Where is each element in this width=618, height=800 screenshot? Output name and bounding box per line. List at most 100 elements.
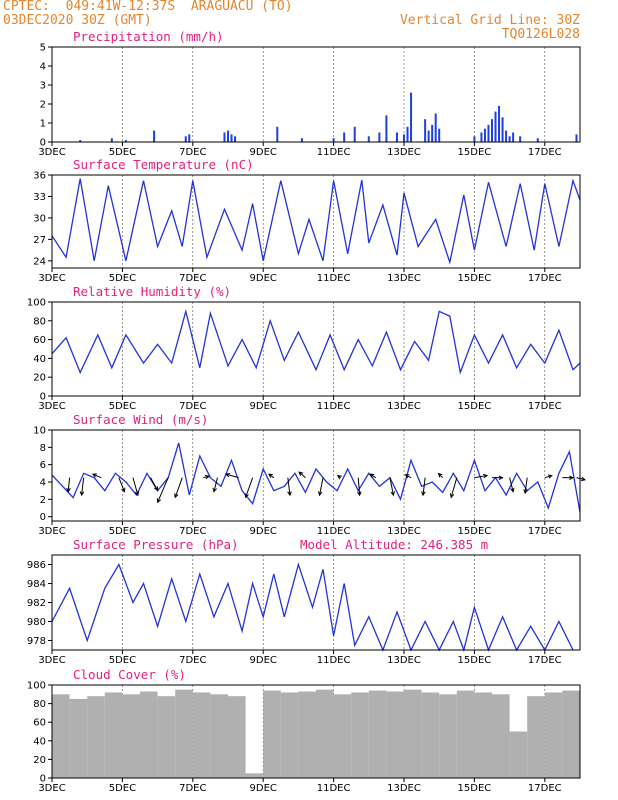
x-tick-label: 13DEC — [387, 401, 421, 412]
x-tick-label: 17DEC — [528, 147, 562, 158]
x-tick-label: 15DEC — [458, 273, 492, 284]
header-date: 03DEC2020 30Z (GMT) — [3, 13, 152, 28]
cloud-cover-bar — [439, 694, 457, 778]
wind-vector-head — [336, 474, 342, 480]
panel-frame — [51, 46, 581, 143]
x-tick-label: 17DEC — [528, 783, 562, 794]
wind-vector — [81, 477, 85, 496]
precipitation-bar — [230, 134, 233, 142]
x-tick-label: 5DEC — [109, 273, 136, 284]
precipitation-bar — [403, 134, 405, 142]
panel-precipitation: 0 1 2 3 4 5 3DEC 5DEC 7DEC 9DEC 11DEC 13DEC 15DEC 17D… — [38, 29, 581, 158]
y-tick-label: 2 — [40, 100, 46, 111]
header-station: CPTEC: 049:41W-12:37S ARAGUACU (TO) — [3, 0, 293, 14]
precipitation-bar — [491, 119, 493, 142]
y-tick-label: 0 — [40, 138, 46, 149]
x-tick-label: 13DEC — [387, 526, 421, 537]
precipitation-bar — [188, 134, 191, 142]
x-tick-label: 3DEC — [38, 273, 65, 284]
y-tick-label: 20 — [33, 373, 46, 384]
precipitation-bar — [483, 128, 486, 142]
x-tick-label: 11DEC — [317, 655, 351, 666]
y-tick-label: 5 — [40, 43, 46, 54]
x-tick-label: 9DEC — [250, 783, 277, 794]
wind-vector — [474, 475, 488, 479]
wind-vector — [524, 477, 528, 494]
wind-vector-head — [244, 493, 249, 499]
precipitation-bar — [385, 115, 388, 142]
precipitation-bar — [424, 119, 427, 142]
wind-vector-head — [174, 493, 179, 499]
wind-vector — [422, 477, 426, 496]
wind-vector-head — [569, 475, 575, 480]
cloud-cover-bar — [333, 694, 352, 778]
precipitation-bar — [575, 134, 578, 142]
x-tick-label: 7DEC — [179, 147, 206, 158]
precipitation-title: Precipitation (mm/h) — [73, 29, 224, 44]
y-tick-label: 0 — [40, 512, 46, 523]
wind-vector-head — [483, 473, 489, 479]
wind-vector-head — [498, 475, 504, 480]
cloud-cover-bar — [175, 689, 193, 778]
x-tick-label: 9DEC — [250, 147, 277, 158]
y-tick-label: 60 — [33, 718, 46, 729]
x-tick-label: 17DEC — [528, 526, 562, 537]
panel-cloud-cover: 0 20 40 60 80 100 3DEC 5DEC 7DEC 9DEC 11DEC 13DEC 15… — [27, 667, 581, 794]
wind-vector-head — [134, 491, 140, 497]
wind-vector — [150, 477, 158, 491]
x-tick-label: 15DEC — [458, 526, 492, 537]
cloud-cover-bar — [140, 691, 158, 778]
y-tick-label: 40 — [33, 736, 46, 747]
x-tick-label: 5DEC — [109, 655, 136, 666]
y-tick-label: 984 — [27, 579, 46, 590]
wind-vector-head — [287, 491, 292, 497]
cloud-cover-bar — [245, 773, 264, 778]
cloud-cover-bar — [421, 692, 440, 778]
wind-vector — [450, 477, 458, 498]
precipitation-bar — [332, 138, 335, 142]
wind-vector-head — [421, 491, 426, 497]
y-tick-label: 20 — [33, 755, 46, 766]
y-tick-label: 980 — [27, 617, 46, 628]
precipitation-bar — [300, 138, 303, 142]
precipitation-bar — [378, 132, 381, 142]
wind-vector-head — [357, 491, 362, 497]
wind-vector-head — [91, 473, 97, 478]
wind-vector-head — [204, 474, 211, 480]
y-tick-label: 6 — [40, 460, 46, 471]
panel-frame — [51, 554, 581, 651]
precipitation-bar — [508, 136, 511, 142]
panel-frame — [51, 684, 581, 779]
pressure-title: Surface Pressure (hPa) — [73, 537, 239, 552]
precipitation-bar — [406, 126, 409, 142]
precipitation-bar — [438, 128, 441, 142]
pressure-subtitle: Model Altitude: 246.385 m — [300, 537, 488, 552]
wind-vector-head — [580, 476, 586, 482]
wind-title: Surface Wind (m/s) — [73, 412, 208, 427]
precipitation-bar — [519, 136, 522, 142]
y-tick-label: 36 — [33, 171, 46, 182]
y-tick-label: 80 — [33, 699, 46, 710]
y-tick-label: 80 — [33, 316, 46, 327]
cloud-cover-bar — [527, 696, 545, 778]
temperature-title: Surface Temperature (nC) — [73, 157, 254, 172]
precipitation-bar — [501, 117, 504, 142]
y-tick-label: 1 — [40, 119, 46, 130]
precipitation-bar — [434, 113, 437, 142]
wind-vector-head — [298, 471, 304, 476]
cloud-cover-bar — [87, 696, 105, 778]
precipitation-bar — [431, 124, 434, 142]
wind-vector — [298, 471, 306, 479]
panel-frame — [51, 429, 581, 522]
wind-vector-head — [224, 472, 231, 478]
wind-vector-head — [121, 487, 126, 493]
wind-vector — [213, 477, 218, 492]
x-tick-label: 5DEC — [109, 783, 136, 794]
precipitation-bar — [234, 136, 237, 142]
panel-humidity: 0 20 40 60 80 100 3DEC 5DEC 7DEC 9DEC 11DEC 13DEC 15… — [27, 284, 581, 412]
precipitation-bar — [124, 140, 127, 142]
precipitation-bar — [367, 136, 370, 142]
cloud-cover-bar — [280, 692, 299, 778]
cloud-cover-bar — [104, 692, 123, 778]
